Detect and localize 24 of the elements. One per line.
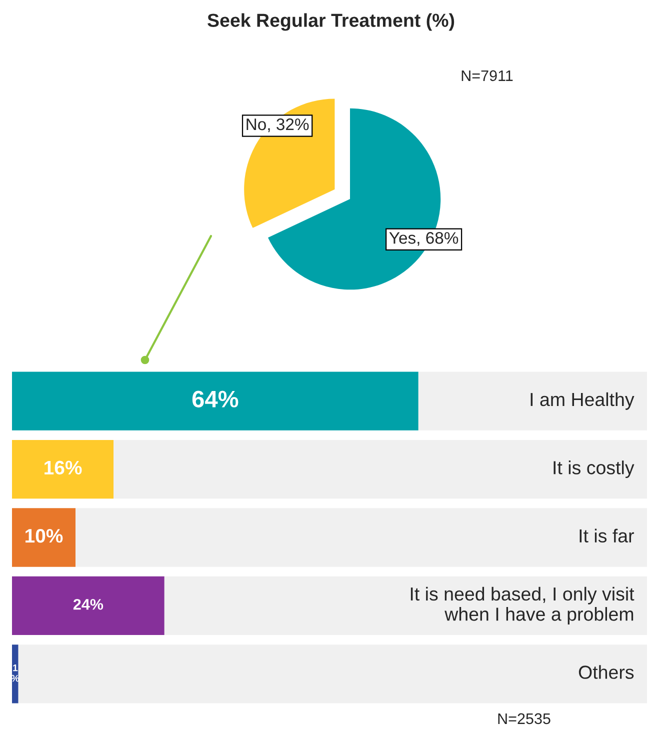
bar [12, 372, 418, 430]
text: N=7911 [462, 70, 513, 82]
bar [12, 508, 76, 567]
chart-title: Seek Regular Treatment (%) [208, 13, 454, 31]
bar [76, 508, 647, 567]
slice-label: Yes, 68% [389, 232, 458, 246]
data-label: 10% [26, 528, 63, 543]
bar [12, 576, 164, 636]
text: N=2535 [498, 713, 550, 724]
category-label: It is need based, I only visit when I have a problem [410, 586, 634, 625]
category-label: Others [578, 665, 634, 679]
category-label: I am Healthy [530, 392, 634, 410]
category-label: It is far [580, 528, 634, 543]
data-label: 64% [192, 390, 238, 408]
slice-label: No, 32% [246, 118, 309, 132]
bar [418, 372, 647, 430]
category-label: It is costly [554, 460, 634, 478]
data-label: 16% [44, 460, 82, 475]
bar [12, 440, 114, 499]
bar [114, 440, 647, 499]
bar [12, 644, 18, 704]
data-label: 24% [73, 598, 104, 610]
bar [164, 576, 647, 636]
bar [18, 644, 647, 704]
